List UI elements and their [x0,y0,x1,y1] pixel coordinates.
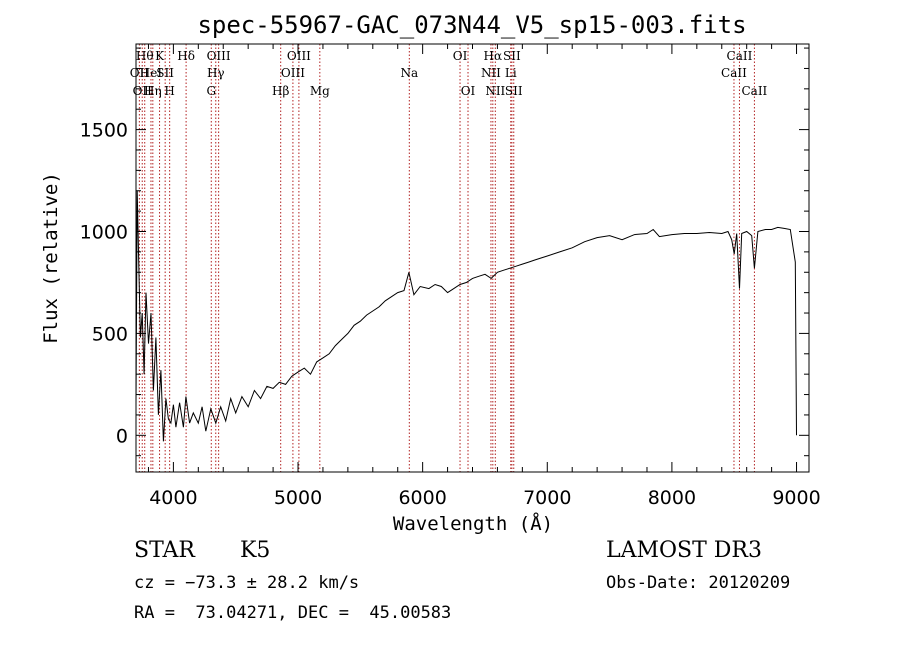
spectral-line-label-17: OI [453,49,468,63]
spectral-line-label-0: OII [130,66,150,80]
object-subclass: K5 [240,538,271,563]
object-class: STAR [134,538,195,563]
spectral-line-label-24: SII [505,84,523,98]
spectral-line-label-12: Hβ [272,84,289,98]
spectral-line-label-13: OIII [281,66,305,80]
spectral-line-markers [138,44,755,472]
spectral-line-label-19: NII [481,66,501,80]
y-tick-label-2: 1000 [80,222,128,244]
x-tick-label-0: 4000 [149,487,197,509]
spectral-line-label-7: H [164,84,174,98]
y-tick-label-3: 1500 [80,120,128,142]
spectral-line-label-6: SII [156,66,174,80]
spectral-line-label-9: G [206,84,216,98]
spectral-line-label-18: OI [461,84,476,98]
spectral-line-label-21: NII [485,84,505,98]
spectral-line-label-3: HeI [140,66,163,80]
y-axis-label: Flux (relative) [40,172,62,344]
spectral-line-label-23: SII [503,49,521,63]
x-tick-label-1: 5000 [274,487,322,509]
spectral-line-label-11: OIII [207,49,231,63]
y-tick-label-1: 500 [92,323,128,345]
spectral-line-label-26: CaII [727,49,753,63]
spectral-line-label-27: CaII [741,84,767,98]
spectral-line-labels: OII OII Hθ HeI Hη K SII H Hδ G Hγ OIII Hβ OIII OIII Mg N… [130,49,768,98]
flux-series-line [135,190,797,442]
plot-frame [135,43,810,473]
velocity-readout: cz = −73.3 ± 28.2 km/s [134,573,360,593]
x-tick-label-4: 8000 [648,487,696,509]
obs-date: Obs-Date: 20120209 [606,573,791,593]
spectral-line-label-10: Hγ [207,66,225,80]
spectral-line-label-14: OIII [287,49,311,63]
chart-title: spec-55967-GAC_073N44_V5_sp15-003.fits [197,11,746,39]
survey-name: LAMOST DR3 [606,538,762,563]
spectral-line-label-8: Hδ [177,49,195,63]
spectral-line-label-2: Hθ [136,49,154,63]
spectral-line-label-25: CaII [721,66,747,80]
spectral-line-label-5: K [155,49,165,63]
spectral-line-label-16: Na [400,66,418,80]
spectral-line-label-15: Mg [310,84,330,98]
x-tick-label-2: 6000 [398,487,446,509]
spectral-line-label-4: Hη [144,84,162,98]
x-axis-label: Wavelength (Å) [393,512,553,535]
y-tick-label-0: 0 [116,425,128,447]
spectral-line-label-1: OII [133,84,153,98]
spectral-line-label-22: Li [505,66,517,80]
spectral-line-label-20: Hα [484,49,503,63]
axis-ticks [136,44,809,472]
x-tick-label-5: 9000 [772,487,820,509]
x-tick-label-3: 7000 [523,487,571,509]
axis-tick-labels: 4000 5000 6000 7000 8000 9000 0 500 1000 1500 [80,120,821,509]
coordinates: RA = 73.04271, DEC = 45.00583 [134,603,452,623]
